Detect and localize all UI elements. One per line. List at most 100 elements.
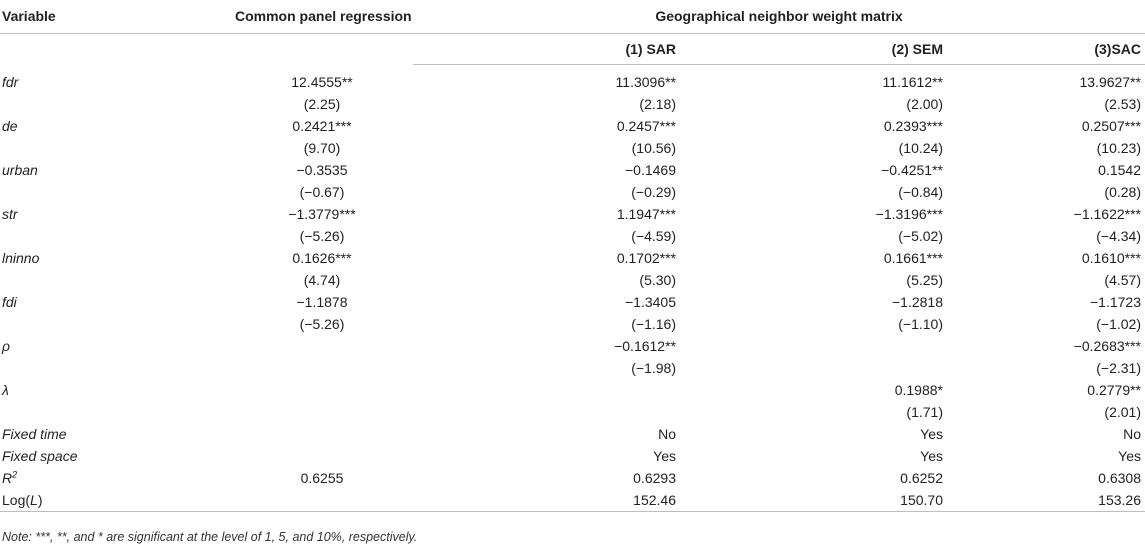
- variable-name: λ: [0, 379, 195, 401]
- sar-value: 11.3096**: [413, 65, 680, 94]
- variable-name: [0, 225, 195, 247]
- sem-value: 11.1612**: [680, 65, 947, 94]
- sar-value: (−1.16): [413, 313, 680, 335]
- common-value: [195, 489, 413, 512]
- table-row: urban−0.3535−0.1469−0.4251**0.1542: [0, 159, 1145, 181]
- sem-value: 0.2393***: [680, 115, 947, 137]
- variable-name: [0, 93, 195, 115]
- variable-name: [0, 269, 195, 291]
- variable-name: fdi: [0, 291, 195, 313]
- sar-value: 1.1947***: [413, 203, 680, 225]
- sac-value: (−4.34): [947, 225, 1145, 247]
- header-sac: (3)SAC: [947, 34, 1145, 65]
- table-row: (−0.67)(−0.29)(−0.84)(0.28): [0, 181, 1145, 203]
- common-value: [195, 357, 413, 379]
- sem-value: 0.6252: [680, 467, 947, 489]
- table-row: λ 0.1988*0.2779**: [0, 379, 1145, 401]
- common-value: 0.2421***: [195, 115, 413, 137]
- sac-value: (10.23): [947, 137, 1145, 159]
- common-value: (−0.67): [195, 181, 413, 203]
- sar-value: −0.1469: [413, 159, 680, 181]
- common-value: 0.6255: [195, 467, 413, 489]
- sem-value: (10.24): [680, 137, 947, 159]
- sar-value: 0.6293: [413, 467, 680, 489]
- common-value: (9.70): [195, 137, 413, 159]
- sac-value: 0.2779**: [947, 379, 1145, 401]
- sar-value: (5.30): [413, 269, 680, 291]
- sem-value: −1.2818: [680, 291, 947, 313]
- variable-name: [0, 181, 195, 203]
- sac-value: 0.6308: [947, 467, 1145, 489]
- table-row: (−5.26)(−1.16)(−1.10)(−1.02): [0, 313, 1145, 335]
- header-weight-matrix: Geographical neighbor weight matrix: [413, 0, 1145, 34]
- common-value: −1.1878: [195, 291, 413, 313]
- sem-value: Yes: [680, 423, 947, 445]
- sac-value: 153.26: [947, 489, 1145, 512]
- common-value: (4.74): [195, 269, 413, 291]
- variable-name: R2: [0, 467, 195, 489]
- variable-name: str: [0, 203, 195, 225]
- variable-name: fdr: [0, 65, 195, 94]
- sac-value: −1.1723: [947, 291, 1145, 313]
- sac-value: −0.2683***: [947, 335, 1145, 357]
- sar-value: [413, 379, 680, 401]
- sar-value: Yes: [413, 445, 680, 467]
- sac-value: 13.9627**: [947, 65, 1145, 94]
- table-row: (−5.26)(−4.59)(−5.02)(−4.34): [0, 225, 1145, 247]
- variable-name: Log(L): [0, 489, 195, 512]
- header-variable: Variable: [0, 0, 195, 34]
- common-value: [195, 335, 413, 357]
- table-row: (−1.98)(−2.31): [0, 357, 1145, 379]
- common-value: −0.3535: [195, 159, 413, 181]
- sem-value: (−0.84): [680, 181, 947, 203]
- sac-value: (2.53): [947, 93, 1145, 115]
- sar-value: No: [413, 423, 680, 445]
- sem-value: (−5.02): [680, 225, 947, 247]
- sar-value: 0.1702***: [413, 247, 680, 269]
- header-sem: (2) SEM: [680, 34, 947, 65]
- common-value: (2.25): [195, 93, 413, 115]
- table-row: (1.71)(2.01): [0, 401, 1145, 423]
- sem-value: (2.00): [680, 93, 947, 115]
- sem-value: −1.3196***: [680, 203, 947, 225]
- sar-value: (−4.59): [413, 225, 680, 247]
- table-row: (9.70)(10.56)(10.24)(10.23): [0, 137, 1145, 159]
- sar-value: (2.18): [413, 93, 680, 115]
- table-row: ρ−0.1612**−0.2683***: [0, 335, 1145, 357]
- sac-value: 0.1610***: [947, 247, 1145, 269]
- sem-value: 0.1988*: [680, 379, 947, 401]
- sac-value: (−1.02): [947, 313, 1145, 335]
- sac-value: 0.2507***: [947, 115, 1145, 137]
- table-note: Note: ***, **, and * are significant at …: [0, 512, 1145, 552]
- header-common-panel: Common panel regression: [195, 0, 413, 34]
- sac-value: (2.01): [947, 401, 1145, 423]
- var-superscript: 2: [12, 469, 17, 479]
- sem-value: 150.70: [680, 489, 947, 512]
- variable-name: [0, 357, 195, 379]
- sar-value: −0.1612**: [413, 335, 680, 357]
- var-suffix: ): [38, 492, 43, 508]
- sem-value: −0.4251**: [680, 159, 947, 181]
- sar-value: 0.2457***: [413, 115, 680, 137]
- sem-value: [680, 335, 947, 357]
- table-row: fdi−1.1878−1.3405−1.2818−1.1723: [0, 291, 1145, 313]
- sac-value: 0.1542: [947, 159, 1145, 181]
- sar-value: (10.56): [413, 137, 680, 159]
- common-value: [195, 379, 413, 401]
- sem-value: (1.71): [680, 401, 947, 423]
- common-value: 0.1626***: [195, 247, 413, 269]
- common-value: (−5.26): [195, 225, 413, 247]
- sac-value: (4.57): [947, 269, 1145, 291]
- table-row: str−1.3779***1.1947***−1.3196***−1.1622*…: [0, 203, 1145, 225]
- common-value: 12.4555**: [195, 65, 413, 94]
- common-value: [195, 445, 413, 467]
- sar-value: [413, 401, 680, 423]
